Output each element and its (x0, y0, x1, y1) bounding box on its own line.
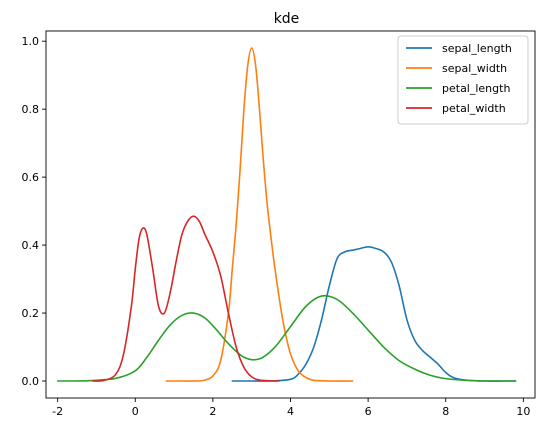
x-tick-label: 8 (442, 405, 449, 418)
axes: -2 0 2 4 6 8 10 0.0 0.2 0.4 0.6 0.8 1.0 (22, 30, 536, 418)
legend-label-petal-length: petal_length (442, 82, 510, 95)
legend-box (397, 35, 529, 125)
x-tick-label: 10 (516, 405, 530, 418)
x-tick-label: 2 (209, 405, 216, 418)
y-tick-label: 0.8 (22, 103, 40, 116)
series-line-petal-width (91, 215, 280, 382)
y-tick-label: 0.0 (22, 375, 40, 388)
series-line-petal-length (56, 294, 517, 382)
x-tick-label: -2 (52, 405, 63, 418)
y-tick-label: 1.0 (22, 35, 40, 48)
chart-title: kde (274, 11, 300, 27)
y-tick-label: 0.4 (22, 239, 40, 252)
legend: sepal_length sepal_width petal_lengthpetal… (397, 35, 529, 125)
x-tick-label: 6 (365, 405, 372, 418)
series-line-sepal-width (165, 47, 354, 382)
legend-label-petal-width: petal_width (442, 102, 506, 115)
plot-area (56, 47, 517, 382)
y-tick-label: 0.6 (22, 171, 40, 184)
series-line-sepal-length (231, 245, 517, 382)
y-tick-label: 0.2 (22, 307, 40, 320)
legend-label-sepal-width: sepal_width (442, 62, 507, 75)
x-tick-label: 4 (287, 405, 294, 418)
x-tick-label: 0 (132, 405, 139, 418)
legend-label-sepal-length: sepal_length (442, 42, 512, 55)
